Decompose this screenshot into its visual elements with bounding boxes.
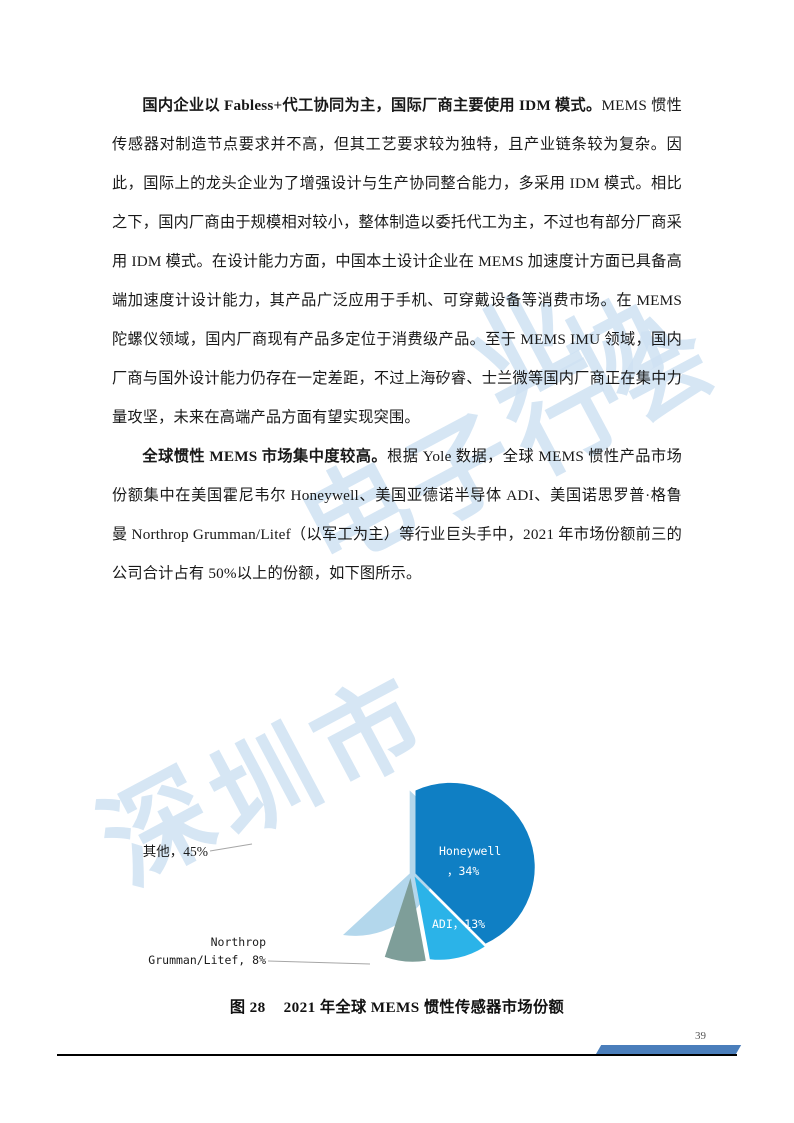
pie-label-adi: ADI，13% [432,917,485,931]
figure-caption: 图 28 2021 年全球 MEMS 惯性传感器市场份额 [112,995,682,1017]
pie-slice-northrop[interactable] [384,878,426,962]
pie-label-other: 其他，45% [143,844,208,859]
pie-label-honeywell-line2: ，34% [447,864,479,878]
paragraph-1-text: MEMS 惯性传感器对制造节点要求并不高，但其工艺要求较为独特，且产业链条较为复… [112,97,682,426]
page-footer: 39 [0,1030,794,1070]
figure-caption-label: 图 28 [229,999,266,1016]
leader-line-northrop [267,960,371,965]
footer-rule [57,1054,737,1057]
document-body: 国内企业以 Fabless+代工协同为主，国际厂商主要使用 IDM 模式。MEM… [112,86,682,593]
paragraph-2-text: 根据 Yole 数据，全球 MEMS 惯性产品市场份额集中在美国霍尼韦尔 Hon… [112,448,682,582]
paragraph-2: 全球惯性 MEMS 市场集中度较高。根据 Yole 数据，全球 MEMS 惯性产… [112,437,682,593]
pie-slice-adi[interactable] [414,876,485,960]
paragraph-1-lead: 国内企业以 Fabless+代工协同为主，国际厂商主要使用 IDM 模式。 [142,97,602,114]
pie-slice-honeywell[interactable] [415,782,535,944]
pie-chart-svg: 其他，45% Northrop Grumman/Litef, 8% Honeyw… [143,782,535,967]
pie-label-northrop-line1: Northrop [211,935,266,949]
figure-pie-chart: 其他，45% Northrop Grumman/Litef, 8% Honeyw… [112,748,682,1018]
pie-label-honeywell-line1: Honeywell [439,844,501,858]
leader-line-other [209,843,253,852]
paragraph-2-lead: 全球惯性 MEMS 市场集中度较高。 [142,448,388,465]
figure-caption-title: 2021 年全球 MEMS 惯性传感器市场份额 [283,999,565,1016]
page-number: 39 [695,1030,706,1042]
pie-label-northrop-line2: Grumman/Litef, 8% [148,953,266,967]
paragraph-1: 国内企业以 Fabless+代工协同为主，国际厂商主要使用 IDM 模式。MEM… [112,86,682,437]
